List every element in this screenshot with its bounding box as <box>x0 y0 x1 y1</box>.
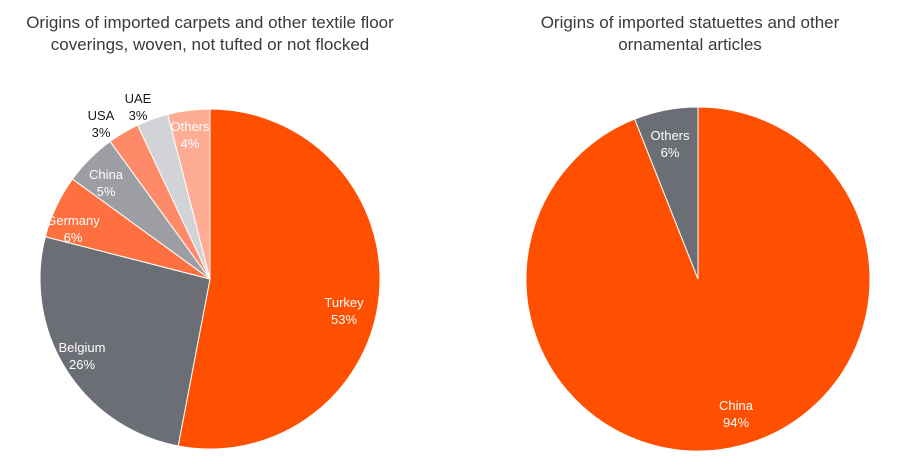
pie1-label-belgium: Belgium 26% <box>59 340 106 372</box>
pie1-slice-belgium <box>39 236 211 447</box>
pie2-label-china: China 94% <box>719 398 754 430</box>
pie1-label-usa: USA 3% <box>88 108 115 140</box>
pie2-label-others: Others 6% <box>650 128 690 160</box>
pie1-label-uae: UAE 3% <box>125 91 152 123</box>
pie2-slice-china <box>525 106 871 452</box>
pie1-label-china: China 5% <box>89 167 124 199</box>
pie1-slice-others <box>167 108 211 280</box>
pie1-label-others: Others 4% <box>170 119 210 151</box>
pie-chart-carpets: Turkey 53% Belgium 26% Germany 6% China 5% USA 3%… <box>39 91 381 450</box>
pie2-slice-others <box>634 106 699 280</box>
pie1-slice-turkey <box>177 108 381 450</box>
pie-chart-statuettes: China 94% Others 6% <box>525 106 871 452</box>
chart-2-title: Origins of imported statuettes and other… <box>540 13 840 54</box>
pie1-label-germany: Germany 6% <box>46 213 100 245</box>
pie1-label-turkey: Turkey 53% <box>324 295 364 327</box>
chart-1-title: Origins of imported carpets and other te… <box>26 13 394 54</box>
